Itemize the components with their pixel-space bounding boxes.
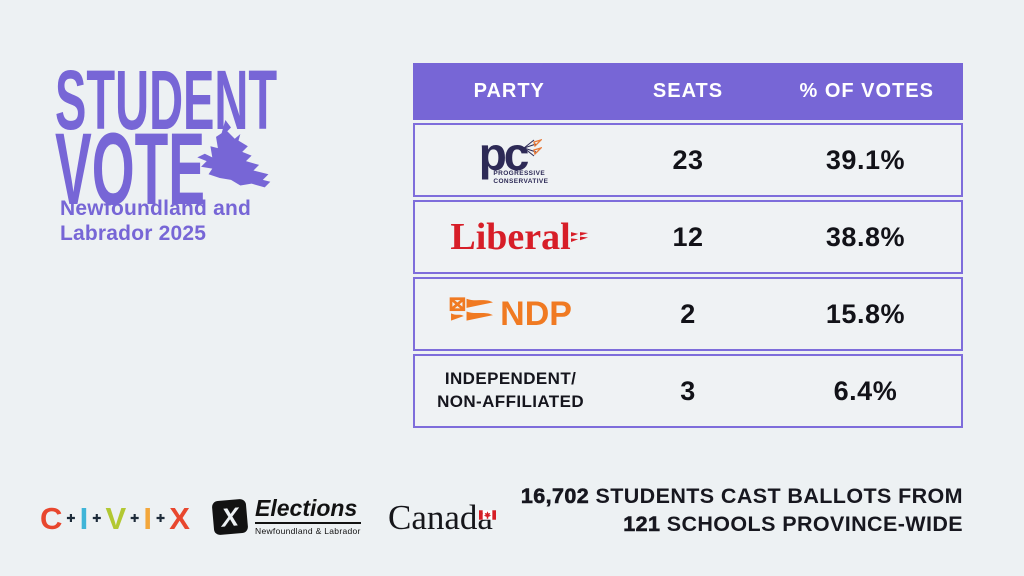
pc-flag-icon — [522, 138, 544, 164]
stats-line2-text: SCHOOLS PROVINCE-WIDE — [660, 512, 963, 537]
pc-wordmark: pc — [478, 128, 530, 181]
liberal-flag-icon — [570, 212, 589, 250]
ndp-party-logo: NDP — [415, 296, 606, 332]
elections-nl-divider — [255, 522, 361, 524]
stats-line1: 16,702 STUDENTS CAST BALLOTS FROM — [521, 482, 963, 510]
pc-sublabel-line1: PROGRESSIVE — [493, 169, 546, 177]
results-table: PARTY SEATS % OF VOTES pc — [413, 63, 963, 428]
student-vote-logo: STUDENT VOTE Newfoundland and Labrador 2… — [55, 56, 315, 251]
logo-subtitle: Newfoundland and Labrador 2025 — [60, 196, 251, 246]
pc-votes: 39.1% — [825, 144, 905, 175]
stats-line1-text: STUDENTS CAST BALLOTS FROM — [589, 484, 963, 508]
ndp-wordmark: NDP — [500, 295, 572, 333]
header-party: PARTY — [473, 80, 545, 102]
independent-party-label: INDEPENDENT/ NON-AFFILIATED — [415, 368, 606, 414]
liberal-seats: 12 — [672, 221, 704, 252]
header-votes: % OF VOTES — [799, 80, 934, 102]
table-header-row: PARTY SEATS % OF VOTES — [413, 63, 963, 120]
logo-title-line1: STUDENT — [55, 53, 278, 147]
elections-nl-subtitle: Newfoundland & Labrador — [255, 526, 361, 536]
civix-letter-c: C — [40, 501, 63, 536]
civix-letter-i1: I — [79, 501, 89, 536]
canada-flag-icon — [479, 491, 497, 526]
newfoundland-map-icon — [183, 120, 279, 198]
civix-letter-v: V — [105, 501, 127, 536]
table-row-ndp: NDP 2 15.8% — [413, 277, 963, 351]
pc-sublabel: PROGRESSIVE CONSERVATIVE — [493, 170, 548, 186]
stats-line2: 121 SCHOOLS PROVINCE-WIDE — [521, 510, 963, 538]
pc-sublabel-line2: CONSERVATIVE — [493, 177, 549, 185]
header-seats: SEATS — [652, 80, 724, 102]
civix-letter-x: X — [169, 501, 190, 536]
elections-nl-x-icon: X — [211, 498, 249, 535]
ndp-seats: 2 — [680, 298, 696, 329]
civix-plus-icon: ✚ — [66, 513, 76, 525]
logo-subtitle-line1: Newfoundland and — [60, 197, 252, 220]
pc-seats: 23 — [672, 144, 704, 175]
civix-letter-i2: I — [143, 501, 152, 536]
stats-ballots-count: 16,702 — [520, 484, 590, 509]
table-row-pc: pc — [413, 123, 963, 197]
stats-schools-count: 121 — [623, 512, 661, 537]
pc-party-logo: pc — [415, 128, 606, 186]
liberal-votes: 38.8% — [825, 221, 905, 252]
independent-votes: 6.4% — [833, 375, 898, 406]
table-row-independent: INDEPENDENT/ NON-AFFILIATED 3 6.4% — [413, 354, 963, 428]
elections-nl-title: Elections — [255, 495, 358, 521]
liberal-wordmark: Liberal — [450, 216, 571, 258]
table-row-liberal: Liberal 12 38.8% — [413, 200, 963, 274]
logo-subtitle-line2: Labrador 2025 — [60, 222, 207, 246]
civix-plus-icon: ✚ — [155, 513, 166, 525]
participation-stats: 16,702 STUDENTS CAST BALLOTS FROM 121 SC… — [521, 482, 963, 539]
canada-wordmark: Canada — [388, 498, 497, 537]
elections-nl-logo: X Elections Newfoundland & Labrador — [211, 495, 361, 536]
logo-title-line2: VOTE — [55, 112, 205, 226]
civix-plus-icon: ✚ — [92, 513, 102, 525]
independent-label-line1: INDEPENDENT/ — [444, 369, 577, 389]
civix-plus-icon: ✚ — [130, 513, 140, 525]
independent-seats: 3 — [680, 375, 696, 406]
liberal-party-logo: Liberal — [415, 218, 606, 256]
canada-wordmark-text: Canad — [388, 498, 478, 537]
ndp-votes: 15.8% — [825, 298, 905, 329]
ndp-flag-icon — [449, 296, 495, 332]
civix-logo: C ✚ I ✚ V ✚ I ✚ X — [40, 503, 190, 534]
independent-label-line2: NON-AFFILIATED — [437, 392, 585, 411]
